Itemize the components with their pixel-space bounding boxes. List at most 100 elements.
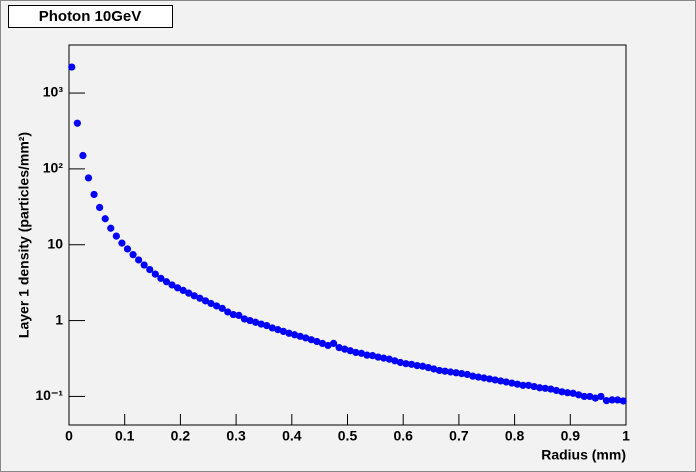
data-point [107, 224, 115, 232]
data-point [251, 318, 260, 326]
data-point [602, 397, 611, 405]
data-point [324, 341, 332, 350]
y-tick-label: 10² [43, 160, 64, 176]
data-point [419, 362, 427, 370]
data-point [519, 381, 527, 389]
data-point [502, 378, 510, 386]
data-point [580, 392, 588, 401]
data-point [179, 286, 187, 294]
x-tick-label: 0.8 [505, 428, 525, 444]
data-point [547, 385, 555, 393]
data-point [151, 270, 159, 278]
data-point [196, 294, 204, 302]
data-point [441, 367, 449, 375]
data-point [185, 289, 193, 297]
data-point [190, 292, 198, 300]
data-point [363, 351, 371, 359]
data-point [84, 174, 93, 182]
data-point [430, 365, 438, 373]
data-point [413, 361, 421, 370]
x-axis-title: Radius (mm) [541, 447, 626, 463]
data-point [597, 392, 605, 401]
data-point [446, 368, 455, 376]
data-point [391, 357, 399, 365]
data-point [474, 373, 482, 381]
data-point [224, 308, 232, 316]
y-tick-label: 1 [55, 311, 63, 327]
data-point [452, 369, 460, 377]
data-point [463, 370, 471, 379]
data-point [129, 251, 137, 259]
data-point [146, 266, 154, 274]
x-tick-label: 0.3 [226, 428, 246, 444]
data-point [263, 321, 271, 330]
data-point [112, 232, 120, 240]
data-point [469, 372, 477, 380]
data-point [296, 332, 304, 340]
data-point [575, 391, 583, 399]
data-point [307, 336, 315, 344]
data-point [329, 339, 338, 348]
data-point [374, 353, 382, 361]
data-point [569, 389, 577, 397]
plot-frame [68, 44, 627, 426]
data-point [302, 334, 310, 342]
data-point [257, 320, 265, 328]
data-point [385, 355, 393, 363]
data-point [563, 389, 572, 397]
data-point [396, 358, 405, 367]
data-point [135, 256, 143, 264]
data-point [368, 352, 377, 360]
data-point [608, 396, 616, 404]
data-point [213, 302, 221, 310]
data-point [341, 345, 349, 353]
data-point [168, 281, 176, 289]
data-point [357, 349, 366, 357]
title-box [8, 5, 173, 28]
x-tick-label: 0.1 [115, 428, 135, 444]
data-point [162, 278, 171, 286]
data-point [218, 304, 226, 312]
data-point [207, 299, 215, 308]
x-tick-label: 1 [622, 428, 630, 444]
data-point [201, 297, 210, 305]
data-point [541, 384, 549, 392]
data-point [229, 310, 237, 319]
data-point [140, 261, 148, 269]
data-point [90, 190, 98, 199]
data-point [458, 369, 466, 378]
data-point [246, 316, 254, 325]
data-point [536, 384, 544, 392]
data-point [235, 311, 243, 320]
x-tick-label: 0.6 [393, 428, 413, 444]
data-point [614, 396, 622, 404]
data-point [352, 348, 360, 357]
data-point [619, 397, 627, 405]
data-point [508, 379, 516, 387]
data-point [118, 239, 126, 247]
data-point [313, 337, 321, 346]
data-point [435, 366, 444, 375]
data-point [485, 375, 494, 383]
data-point [279, 327, 288, 336]
data-point [123, 245, 132, 253]
chart-title: Photon 10GeV [39, 8, 142, 25]
data-point [96, 203, 104, 212]
data-point [380, 354, 388, 362]
data-point [274, 326, 282, 334]
x-tick-label: 0.2 [171, 428, 191, 444]
data-point [290, 331, 299, 339]
data-point [424, 363, 432, 372]
data-point [174, 284, 182, 292]
data-point [558, 388, 566, 396]
y-tick-label: 10⁻¹ [35, 387, 63, 403]
data-point [591, 394, 599, 402]
x-tick-label: 0 [65, 428, 73, 444]
data-point [318, 339, 327, 348]
data-point [497, 377, 505, 385]
x-tick-label: 0.7 [449, 428, 469, 444]
x-tick-label: 0.9 [561, 428, 581, 444]
data-point [346, 347, 354, 355]
data-point [240, 315, 249, 323]
